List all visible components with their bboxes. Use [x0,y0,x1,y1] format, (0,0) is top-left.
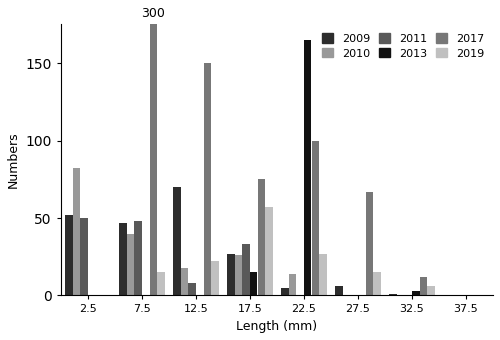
Bar [312,141,319,295]
Bar [204,63,211,295]
Bar [134,221,142,295]
Bar [336,286,343,295]
Bar [228,254,235,295]
Bar [120,223,126,295]
Bar [235,255,242,295]
Bar [304,40,312,295]
Bar [250,272,258,295]
Bar [80,218,88,295]
Bar [366,192,373,295]
Bar [188,283,196,295]
Legend: 2009, 2010, 2011, 2013, 2017, 2019: 2009, 2010, 2011, 2013, 2017, 2019 [318,30,488,62]
Bar [390,294,397,295]
X-axis label: Length (mm): Length (mm) [236,320,318,333]
Bar [258,179,265,295]
Y-axis label: Numbers: Numbers [7,132,20,188]
Bar [265,207,272,295]
Bar [211,261,218,295]
Bar [66,215,72,295]
Bar [181,268,188,295]
Bar [412,291,420,295]
Bar [420,277,427,295]
Bar [150,0,157,295]
Bar [157,272,164,295]
Bar [242,244,250,295]
Bar [373,272,380,295]
Bar [73,169,80,295]
Text: 300: 300 [142,7,165,20]
Bar [174,187,180,295]
Bar [289,274,296,295]
Bar [319,254,326,295]
Bar [427,286,434,295]
Bar [282,288,289,295]
Bar [127,234,134,295]
